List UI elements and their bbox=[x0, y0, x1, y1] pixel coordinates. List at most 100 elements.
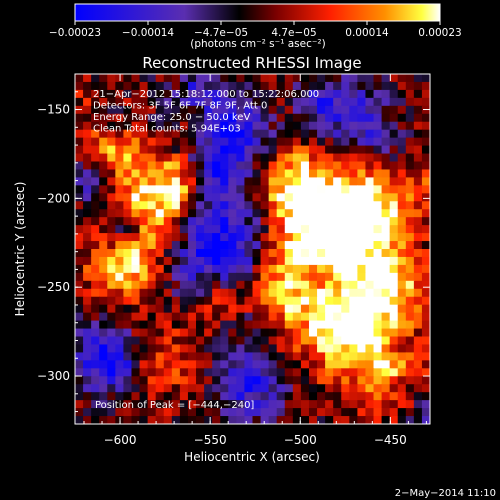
heatmap-cell bbox=[405, 137, 415, 147]
heatmap-cell bbox=[196, 360, 205, 369]
heatmap-cell bbox=[357, 336, 367, 346]
heatmap-cell bbox=[212, 336, 221, 346]
heatmap-cell bbox=[333, 249, 342, 258]
heatmap-cell bbox=[300, 161, 310, 171]
heatmap-cell bbox=[284, 89, 294, 99]
heatmap-cell bbox=[204, 256, 213, 266]
heatmap-cell bbox=[244, 296, 254, 306]
heatmap-cell bbox=[139, 416, 149, 424]
heatmap-cell bbox=[139, 209, 149, 218]
heatmap-cell bbox=[83, 137, 92, 147]
heatmap-cell bbox=[292, 272, 302, 282]
heatmap-cell bbox=[389, 193, 399, 202]
heatmap-cell bbox=[405, 89, 415, 99]
heatmap-cell bbox=[147, 201, 157, 210]
heatmap-cell bbox=[147, 161, 157, 171]
heatmap-cell bbox=[139, 272, 149, 282]
heatmap-cell bbox=[228, 81, 237, 91]
heatmap-cell bbox=[236, 360, 246, 369]
heatmap-cell bbox=[147, 209, 157, 218]
heatmap-cell bbox=[421, 249, 430, 258]
heatmap-cell bbox=[99, 296, 108, 306]
heatmap-cell bbox=[155, 209, 165, 218]
heatmap-cell bbox=[292, 416, 302, 424]
heatmap-cell bbox=[300, 416, 310, 424]
heatmap-cell bbox=[99, 113, 108, 123]
heatmap-cell bbox=[99, 376, 108, 385]
heatmap-cell bbox=[187, 193, 197, 202]
heatmap-cell bbox=[147, 408, 157, 417]
heatmap-cell bbox=[333, 280, 342, 290]
heatmap-cell bbox=[381, 336, 391, 346]
heatmap-cell bbox=[179, 288, 189, 298]
heatmap-cell bbox=[276, 129, 286, 139]
heatmap-cell bbox=[300, 264, 310, 274]
heatmap-cell bbox=[333, 217, 342, 226]
heatmap-cell bbox=[123, 312, 133, 322]
heatmap-cell bbox=[300, 209, 310, 218]
heatmap-cell bbox=[171, 288, 181, 298]
heatmap-cell bbox=[268, 241, 278, 250]
heatmap-cell bbox=[413, 105, 423, 115]
heatmap-cell bbox=[276, 137, 286, 147]
heatmap-cell bbox=[115, 81, 125, 91]
heatmap-cell bbox=[220, 161, 229, 171]
heatmap-cell bbox=[381, 209, 391, 218]
heatmap-cell bbox=[357, 201, 367, 210]
heatmap-cell bbox=[220, 209, 229, 218]
heatmap-cell bbox=[389, 129, 399, 139]
heatmap-cell bbox=[179, 217, 189, 226]
heatmap-cell bbox=[147, 185, 157, 194]
heatmap-cell bbox=[155, 225, 165, 234]
heatmap-cell bbox=[397, 249, 407, 258]
heatmap-cell bbox=[292, 256, 302, 266]
heatmap-cell bbox=[276, 185, 286, 194]
heatmap-cell bbox=[268, 416, 278, 424]
heatmap-cell bbox=[421, 153, 430, 163]
heatmap-cell bbox=[252, 113, 262, 123]
heatmap-cell bbox=[421, 74, 430, 83]
heatmap-cell bbox=[228, 256, 237, 266]
heatmap-cell bbox=[196, 304, 205, 314]
heatmap-cell bbox=[292, 225, 302, 234]
heatmap-cell bbox=[163, 408, 173, 417]
heatmap-cell bbox=[397, 217, 407, 226]
heatmap-cell bbox=[115, 161, 125, 171]
heatmap-cell bbox=[155, 352, 165, 361]
heatmap-cell bbox=[196, 185, 205, 194]
x-axis: −600 −550 −500 −450 bbox=[83, 74, 427, 447]
heatmap-cell bbox=[308, 81, 318, 91]
heatmap-cell bbox=[228, 137, 237, 147]
heatmap-cell bbox=[236, 392, 246, 401]
heatmap-cell bbox=[405, 129, 415, 139]
heatmap-cell bbox=[131, 217, 141, 226]
heatmap-cell bbox=[357, 105, 367, 115]
heatmap-cell bbox=[171, 328, 181, 338]
heatmap-cell bbox=[300, 225, 310, 234]
heatmap-cell bbox=[171, 129, 181, 139]
heatmap-cell bbox=[139, 217, 149, 226]
heatmap-cell bbox=[196, 392, 205, 401]
colorbar bbox=[75, 4, 440, 21]
heatmap-cell bbox=[381, 344, 391, 353]
heatmap-cell bbox=[349, 153, 358, 163]
heatmap-cell bbox=[252, 249, 262, 258]
heatmap-cell bbox=[131, 233, 141, 242]
heatmap-cell bbox=[276, 225, 286, 234]
heatmap-cell bbox=[147, 328, 157, 338]
heatmap-cell bbox=[139, 153, 149, 163]
heatmap-cell bbox=[179, 121, 189, 131]
heatmap-cell bbox=[115, 264, 125, 274]
heatmap-cell bbox=[236, 201, 246, 210]
heatmap-cell bbox=[147, 153, 157, 163]
heatmap-cell bbox=[260, 256, 270, 266]
heatmap-cell bbox=[317, 400, 326, 409]
heatmap-cell bbox=[244, 344, 254, 353]
heatmap-cell bbox=[365, 408, 375, 417]
heatmap-cell bbox=[123, 384, 133, 393]
heatmap-cell bbox=[317, 89, 326, 99]
heatmap-cell bbox=[365, 169, 375, 178]
heatmap-cell bbox=[236, 217, 246, 226]
heatmap-cell bbox=[365, 241, 375, 250]
heatmap-cell bbox=[107, 344, 116, 353]
